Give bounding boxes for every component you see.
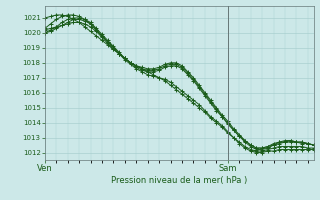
X-axis label: Pression niveau de la mer( hPa ): Pression niveau de la mer( hPa ): [111, 176, 247, 185]
